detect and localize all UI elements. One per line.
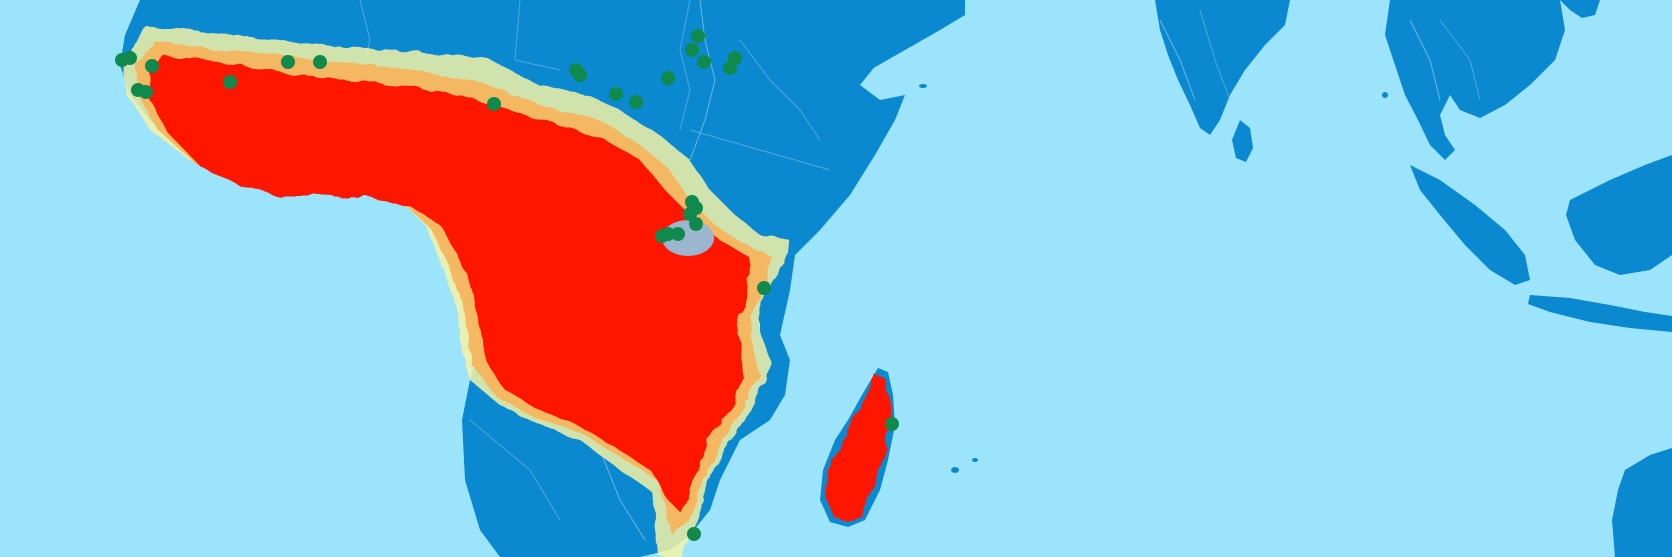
island <box>951 467 959 473</box>
occurrence-point <box>661 71 675 85</box>
sumatra <box>1410 165 1530 285</box>
occurrence-point <box>145 59 159 73</box>
island <box>972 458 978 462</box>
occurrence-point <box>671 227 685 241</box>
occurrence-point <box>757 281 771 295</box>
occurrence-point <box>728 51 742 65</box>
occurrence-point <box>139 85 153 99</box>
occurrence-point <box>123 51 137 65</box>
java <box>1528 295 1672 332</box>
occurrence-point <box>689 217 703 231</box>
occurrence-point <box>661 227 675 241</box>
occurrence-point <box>687 527 701 541</box>
occurrence-point <box>697 55 711 69</box>
borneo <box>1566 155 1672 275</box>
occurrence-point <box>629 95 643 109</box>
arabian-peninsula <box>780 0 965 80</box>
occurrence-point <box>691 29 705 43</box>
rivers-layer <box>599 0 1441 541</box>
island <box>1382 92 1388 98</box>
sri-lanka <box>1232 120 1253 162</box>
occurrence-point <box>223 75 237 89</box>
australia-fragment <box>1612 448 1672 557</box>
occurrence-point <box>885 417 899 431</box>
occurrence-point <box>487 97 501 111</box>
suitability-surface <box>122 28 890 557</box>
occurrence-point <box>313 55 327 69</box>
philippines-fragment <box>1560 0 1600 18</box>
suitability-high <box>148 55 750 515</box>
india-subcontinent <box>1155 0 1290 135</box>
island <box>919 84 927 88</box>
occurrence-point <box>573 68 587 82</box>
suitability-high-madagascar <box>826 375 890 520</box>
occurrence-points <box>115 29 899 541</box>
occurrence-point <box>281 55 295 69</box>
occurrence-point <box>609 87 623 101</box>
occurrence-point <box>685 43 699 57</box>
